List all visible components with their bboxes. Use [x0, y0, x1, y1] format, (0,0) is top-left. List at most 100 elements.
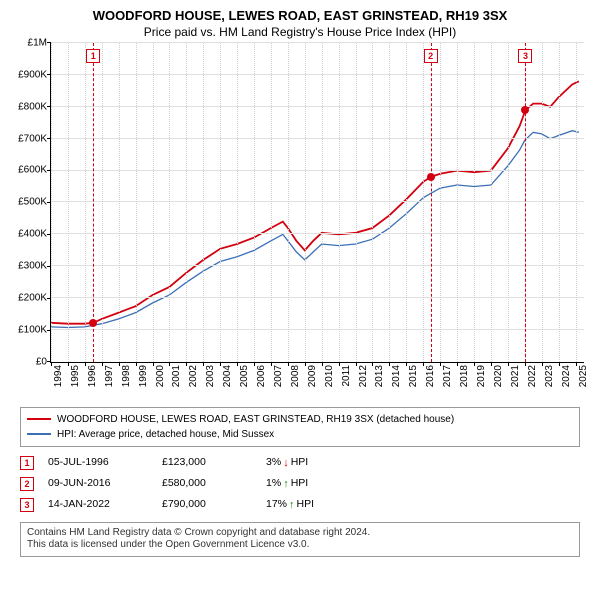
x-axis-label: 1996: [87, 365, 98, 387]
gridline-h: [51, 74, 584, 75]
gridline-h: [51, 265, 584, 266]
x-axis-label: 2007: [273, 365, 284, 387]
x-axis-label: 1999: [138, 365, 149, 387]
x-axis-label: 2013: [374, 365, 385, 387]
y-axis-label: £100K: [18, 324, 51, 335]
gridline-v: [305, 43, 306, 362]
y-axis-label: £500K: [18, 197, 51, 208]
y-axis-label: £700K: [18, 133, 51, 144]
event-date: 14-JAN-2022: [48, 495, 148, 515]
gridline-v: [288, 43, 289, 362]
legend: WOODFORD HOUSE, LEWES ROAD, EAST GRINSTE…: [20, 407, 580, 447]
chart-subtitle: Price paid vs. HM Land Registry's House …: [12, 25, 588, 39]
gridline-v: [474, 43, 475, 362]
x-axis-label: 1997: [104, 365, 115, 387]
x-axis-label: 2018: [459, 365, 470, 387]
gridline-v: [153, 43, 154, 362]
event-change: 3% ↓ HPI: [266, 453, 308, 474]
x-axis-label: 2011: [341, 365, 352, 387]
y-axis-label: £900K: [18, 69, 51, 80]
event-price: £123,000: [162, 453, 252, 473]
event-row-3: 3 14-JAN-2022 £790,000 17% ↑ HPI: [20, 495, 580, 516]
legend-label: HPI: Average price, detached house, Mid …: [57, 427, 274, 442]
gridline-v: [85, 43, 86, 362]
chart-title: WOODFORD HOUSE, LEWES ROAD, EAST GRINSTE…: [12, 8, 588, 25]
x-axis-label: 2017: [442, 365, 453, 387]
gridline-v: [508, 43, 509, 362]
x-axis-label: 2010: [324, 365, 335, 387]
x-axis-label: 2004: [222, 365, 233, 387]
x-axis-label: 2014: [391, 365, 402, 387]
x-axis-label: 2025: [578, 365, 589, 387]
x-axis-label: 2000: [155, 365, 166, 387]
gridline-h: [51, 297, 584, 298]
x-axis-label: 2021: [510, 365, 521, 387]
x-axis-label: 2016: [425, 365, 436, 387]
event-marker: 3: [20, 498, 34, 512]
gridline-h: [51, 329, 584, 330]
gridline-v: [169, 43, 170, 362]
gridline-h: [51, 201, 584, 202]
x-axis-label: 2019: [476, 365, 487, 387]
gridline-v: [271, 43, 272, 362]
license-notice: Contains HM Land Registry data © Crown c…: [20, 522, 580, 557]
event-marker: 1: [20, 456, 34, 470]
legend-item: WOODFORD HOUSE, LEWES ROAD, EAST GRINSTE…: [27, 412, 573, 427]
gridline-v: [356, 43, 357, 362]
x-axis-label: 2022: [527, 365, 538, 387]
gridline-v: [339, 43, 340, 362]
event-change: 17% ↑ HPI: [266, 495, 314, 516]
gridline-v: [457, 43, 458, 362]
y-axis-label: £600K: [18, 165, 51, 176]
marker-dot-2: [427, 173, 435, 181]
arrow-down-icon: ↓: [283, 453, 289, 474]
x-axis-label: 2023: [544, 365, 555, 387]
gridline-v: [322, 43, 323, 362]
x-axis-label: 1994: [53, 365, 64, 387]
x-axis-label: 2015: [408, 365, 419, 387]
x-axis-labels: 1994199519961997199819992000200120022003…: [50, 363, 584, 401]
y-axis-label: £0: [36, 356, 51, 367]
gridline-h: [51, 170, 584, 171]
event-row-2: 209-JUN-2016£580,0001% ↑ HPI: [20, 474, 580, 495]
gridline-h: [51, 233, 584, 234]
gridline-v: [119, 43, 120, 362]
marker-line-2: [431, 43, 432, 362]
event-price: £790,000: [162, 495, 252, 515]
gridline-v: [372, 43, 373, 362]
events-table: 1 05-JUL-1996 £123,000 3% ↓ HPI 2 09-JUN-2016…: [20, 453, 580, 516]
gridline-v: [423, 43, 424, 362]
y-axis-label: £800K: [18, 101, 51, 112]
event-date: 09-JUN-2016: [48, 474, 148, 494]
event-date: 05-JUL-1996: [48, 453, 148, 473]
gridline-h: [51, 42, 584, 43]
series-property: [51, 81, 579, 323]
license-line2: This data is licensed under the Open Gov…: [27, 539, 573, 552]
y-axis-label: £200K: [18, 293, 51, 304]
arrow-up-icon: ↑: [283, 474, 289, 495]
gridline-v: [102, 43, 103, 362]
gridline-v: [186, 43, 187, 362]
x-axis-label: 2008: [290, 365, 301, 387]
marker-box-3: 3: [518, 49, 532, 63]
gridline-h: [51, 138, 584, 139]
arrow-up-icon: ↑: [289, 495, 295, 516]
gridline-v: [220, 43, 221, 362]
gridline-v: [389, 43, 390, 362]
legend-swatch: [27, 418, 51, 420]
x-axis-label: 1998: [121, 365, 132, 387]
gridline-v: [542, 43, 543, 362]
gridline-v: [406, 43, 407, 362]
event-marker: 2: [20, 477, 34, 491]
gridline-v: [559, 43, 560, 362]
marker-line-1: [93, 43, 94, 362]
gridline-v: [237, 43, 238, 362]
x-axis-label: 2002: [188, 365, 199, 387]
event-price: £580,000: [162, 474, 252, 494]
x-axis-label: 2024: [561, 365, 572, 387]
x-axis-label: 2020: [493, 365, 504, 387]
gridline-v: [203, 43, 204, 362]
y-axis-label: £400K: [18, 229, 51, 240]
marker-dot-1: [89, 319, 97, 327]
gridline-v: [51, 43, 52, 362]
